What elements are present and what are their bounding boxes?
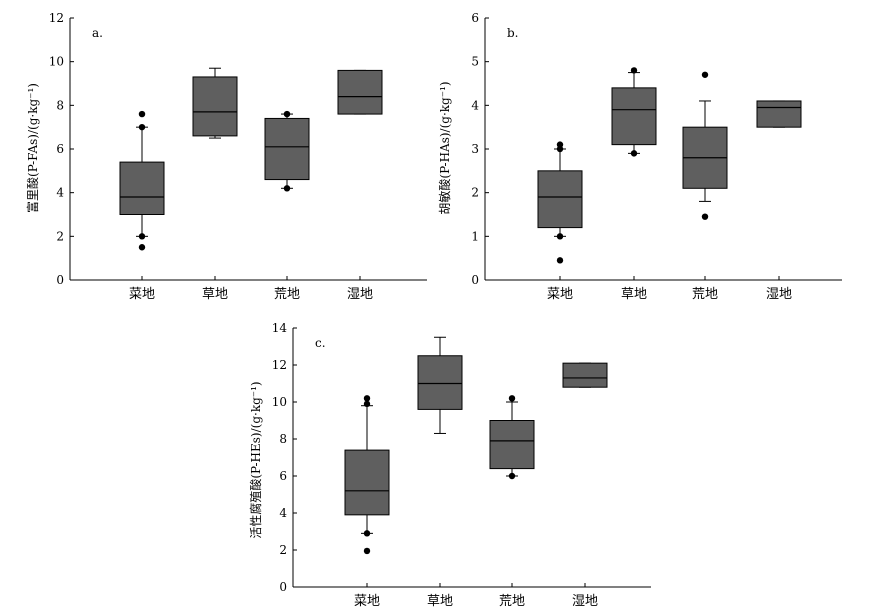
y-tick-label: 4 (471, 98, 479, 112)
outlier-point (630, 67, 638, 74)
outlier-point (283, 185, 291, 192)
y-tick-label: 2 (279, 543, 287, 557)
iqr-box (264, 117, 310, 181)
y-tick-label: 2 (56, 229, 64, 243)
outlier-point (556, 141, 564, 148)
iqr-box (756, 100, 802, 128)
box-plot-2 (611, 67, 657, 157)
chart-panel: 0 1 2 3 4 5 6 菜地 草地 荒地 湿地 b. 胡敏酸(P-HAs)/(g·kg⁻¹) (437, 11, 842, 302)
outlier-point (363, 530, 371, 537)
box-plot-1 (537, 141, 583, 264)
x-category-label: 草地 (621, 287, 647, 302)
chart-panel: 0 2 4 6 8 10 12 菜地 草地 荒地 湿地 a. 富里酸(P-FAs)/(g·kg⁻¹) (25, 11, 427, 302)
y-tick-label: 8 (279, 432, 287, 446)
y-tick-label: 12 (272, 358, 287, 372)
box-plot-3 (489, 395, 535, 480)
iqr-box (562, 362, 608, 388)
box-plot-1 (119, 110, 165, 251)
y-tick-label: 3 (471, 142, 479, 156)
y-tick-label: 4 (279, 506, 287, 520)
y-tick-label: 12 (49, 11, 64, 25)
box-plot-1 (344, 395, 390, 555)
x-category-label: 湿地 (766, 287, 792, 302)
outlier-point (508, 472, 516, 480)
y-tick-label: 10 (272, 395, 287, 409)
box-plot-2 (417, 336, 463, 434)
outlier-point (363, 400, 371, 408)
outlier-point (630, 150, 638, 157)
outlier-point (138, 110, 146, 118)
iqr-box (537, 170, 583, 229)
y-axis-title: 富里酸(P-FAs)/(g·kg⁻¹) (25, 83, 40, 213)
iqr-box (611, 87, 657, 146)
box-plot-4 (337, 69, 383, 115)
iqr-box (192, 76, 238, 137)
x-category-label: 菜地 (354, 594, 380, 609)
x-category-label: 荒地 (274, 287, 300, 302)
outlier-point (701, 213, 709, 220)
iqr-box (119, 161, 165, 216)
y-tick-label: 6 (56, 142, 64, 156)
x-category-label: 荒地 (499, 594, 525, 609)
y-tick-label: 6 (279, 469, 287, 483)
y-tick-label: 2 (471, 186, 479, 200)
iqr-box (417, 355, 463, 410)
y-tick-label: 8 (56, 98, 64, 112)
x-category-label: 湿地 (572, 594, 598, 609)
outlier-point (701, 71, 709, 78)
outlier-point (138, 244, 146, 251)
x-category-label: 菜地 (129, 287, 155, 302)
box-plot-4 (562, 362, 608, 388)
y-tick-label: 0 (56, 273, 64, 287)
panel-label: b. (507, 26, 519, 40)
outlier-point (363, 395, 371, 402)
chart-panel: 0 2 4 6 8 10 12 14 菜地 草地 荒地 湿地 c. 活性腐殖酸(P-HEs)/(g·kg⁻… (248, 321, 651, 609)
box-plot-4 (756, 100, 802, 128)
y-tick-label: 6 (471, 11, 479, 25)
box-plot-3 (682, 71, 728, 220)
panel-label: c. (315, 336, 326, 350)
y-tick-label: 0 (279, 580, 287, 594)
outlier-point (138, 233, 146, 240)
y-tick-label: 5 (471, 55, 479, 69)
outlier-point (556, 257, 564, 264)
y-tick-label: 0 (471, 273, 479, 287)
outlier-point (556, 233, 564, 240)
x-category-label: 湿地 (347, 287, 373, 302)
x-category-label: 草地 (427, 594, 453, 609)
y-axis-title: 活性腐殖酸(P-HEs)/(g·kg⁻¹) (248, 381, 263, 538)
box-plot-3 (264, 110, 310, 192)
iqr-box (337, 69, 383, 115)
x-category-label: 草地 (202, 287, 228, 302)
outlier-point (363, 547, 371, 555)
y-tick-label: 4 (56, 186, 64, 200)
iqr-box (344, 449, 390, 516)
panel-label: a. (92, 26, 103, 40)
y-tick-label: 1 (471, 229, 479, 243)
x-category-label: 菜地 (547, 287, 573, 302)
y-tick-label: 10 (49, 55, 64, 69)
box-plot-2 (192, 67, 238, 139)
outlier-point (508, 395, 516, 402)
outlier-point (283, 110, 291, 118)
x-category-label: 荒地 (692, 287, 718, 302)
iqr-box (489, 420, 535, 470)
outlier-point (138, 123, 146, 131)
y-tick-label: 14 (272, 321, 288, 335)
y-axis-title: 胡敏酸(P-HAs)/(g·kg⁻¹) (437, 81, 452, 214)
